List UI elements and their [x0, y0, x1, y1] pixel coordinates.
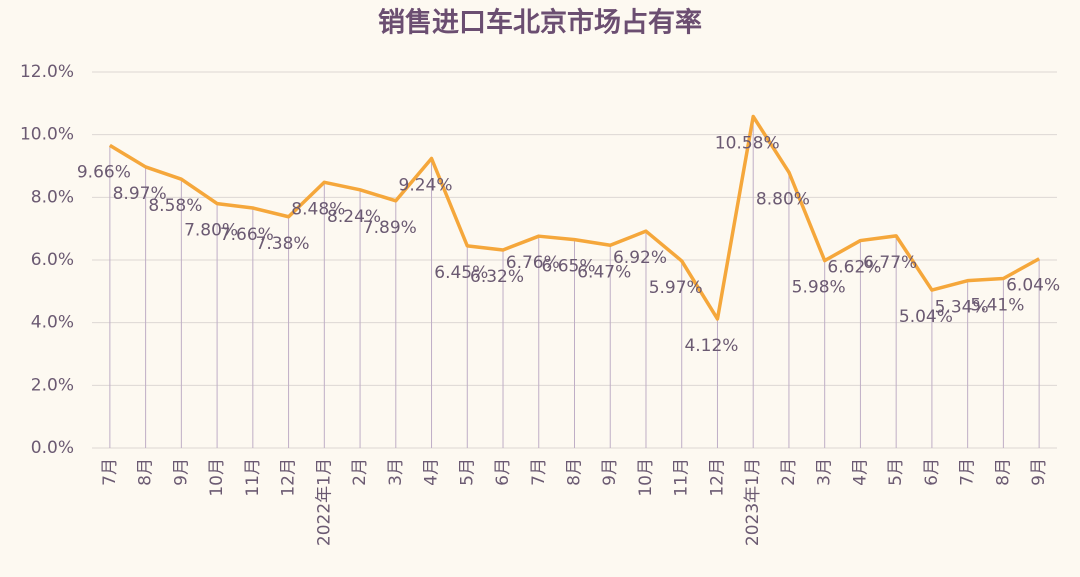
- data-label: 6.32%: [470, 267, 524, 287]
- x-tick-label: 7月: [958, 458, 978, 486]
- data-label: 5.98%: [792, 278, 846, 298]
- data-label: 8.24%: [327, 207, 381, 227]
- data-label: 7.80%: [184, 221, 238, 241]
- data-label: 6.65%: [541, 257, 595, 277]
- data-label: 8.48%: [291, 199, 345, 219]
- data-label: 7.66%: [220, 225, 274, 245]
- x-tick-label: 6月: [493, 458, 513, 486]
- data-label: 10.58%: [715, 133, 780, 153]
- data-label: 8.58%: [148, 196, 202, 216]
- x-tick-label: 2月: [779, 458, 799, 486]
- data-label: 8.80%: [756, 189, 810, 209]
- x-tick-label: 2月: [350, 458, 370, 486]
- x-tick-label: 8月: [136, 458, 156, 486]
- data-label: 9.24%: [399, 175, 453, 195]
- data-label: 6.04%: [1006, 276, 1060, 296]
- x-tick-label: 12月: [707, 458, 727, 497]
- data-label: 8.97%: [113, 184, 167, 204]
- x-tick-label: 10月: [207, 458, 227, 497]
- x-tick-label: 3月: [815, 458, 835, 486]
- y-tick-label: 8.0%: [31, 187, 74, 207]
- x-tick-label: 7月: [529, 458, 549, 486]
- data-label: 7.38%: [256, 234, 310, 254]
- x-tick-label: 10月: [636, 458, 656, 497]
- data-label: 6.47%: [577, 262, 631, 282]
- data-label: 5.04%: [899, 307, 953, 327]
- x-tick-label: 7月: [100, 458, 120, 486]
- x-tick-label: 4月: [850, 458, 870, 486]
- data-label: 5.34%: [935, 298, 989, 318]
- data-label: 6.76%: [506, 253, 560, 273]
- x-tick-label: 8月: [993, 458, 1013, 486]
- x-tick-label: 4月: [422, 458, 442, 486]
- x-tick-label: 8月: [565, 458, 585, 486]
- y-tick-label: 12.0%: [20, 62, 74, 82]
- data-line: [108, 114, 1040, 321]
- x-tick-label: 9月: [171, 458, 191, 486]
- x-tick-label: 9月: [1029, 458, 1049, 486]
- x-tick-label: 2022年1月: [314, 458, 334, 546]
- data-label: 6.77%: [863, 253, 917, 273]
- data-label: 4.12%: [684, 336, 738, 356]
- y-tick-label: 10.0%: [20, 125, 74, 145]
- x-tick-label: 11月: [243, 458, 263, 497]
- data-label: 7.89%: [363, 218, 417, 238]
- data-label: 5.97%: [649, 278, 703, 298]
- y-tick-label: 0.0%: [31, 438, 74, 458]
- y-tick-label: 6.0%: [31, 250, 74, 270]
- x-tick-label: 5月: [457, 458, 477, 486]
- x-tick-label: 12月: [279, 458, 299, 497]
- data-label: 5.41%: [970, 295, 1024, 315]
- x-tick-label: 11月: [672, 458, 692, 497]
- y-tick-label: 2.0%: [31, 375, 74, 395]
- x-tick-label: 5月: [886, 458, 906, 486]
- x-tick-label: 9月: [600, 458, 620, 486]
- data-label: 6.62%: [827, 258, 881, 278]
- data-label: 6.92%: [613, 248, 667, 268]
- data-label: 9.66%: [77, 162, 131, 182]
- x-tick-label: 2023年1月: [743, 458, 763, 546]
- x-tick-label: 3月: [386, 458, 406, 486]
- data-label: 6.45%: [434, 263, 488, 283]
- chart-title: 销售进口车北京市场占有率: [378, 7, 702, 39]
- x-tick-label: 6月: [922, 458, 942, 486]
- y-tick-label: 4.0%: [31, 313, 74, 333]
